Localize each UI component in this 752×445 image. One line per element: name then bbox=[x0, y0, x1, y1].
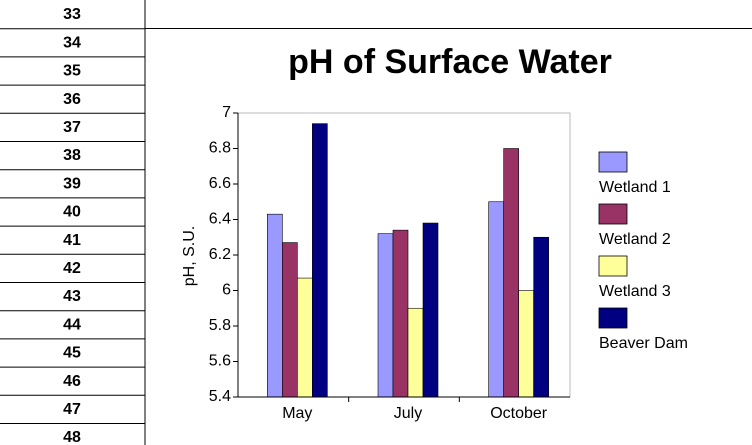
chart-title: pH of Surface Water bbox=[288, 43, 612, 81]
y-tick-label: 6.8 bbox=[209, 140, 231, 157]
y-tick-label: 6.6 bbox=[209, 175, 231, 192]
row-header: 35 bbox=[63, 63, 81, 80]
bar bbox=[267, 213, 283, 398]
bar bbox=[518, 290, 534, 398]
x-tick-label: October bbox=[490, 405, 548, 422]
legend-label: Wetland 2 bbox=[599, 231, 671, 248]
row-header: 37 bbox=[63, 119, 81, 136]
x-tick-label: July bbox=[394, 405, 422, 422]
row-header: 34 bbox=[63, 34, 81, 51]
row-header: 38 bbox=[63, 147, 81, 164]
row-header: 33 bbox=[63, 6, 81, 23]
bar bbox=[312, 123, 328, 398]
y-tick-label: 6.4 bbox=[209, 211, 231, 228]
row-header: 36 bbox=[63, 91, 81, 108]
legend-label: Wetland 1 bbox=[599, 179, 671, 196]
bar bbox=[503, 148, 519, 398]
bar bbox=[392, 229, 409, 398]
y-tick-label: 5.6 bbox=[209, 353, 231, 370]
y-tick-label: 6 bbox=[222, 282, 231, 299]
row-header: 42 bbox=[63, 260, 81, 277]
y-axis-label: pH, S.U. bbox=[181, 226, 198, 286]
legend-label: Beaver Dam bbox=[599, 335, 688, 352]
row-header: 41 bbox=[63, 232, 81, 249]
bar bbox=[282, 242, 298, 398]
legend-swatch bbox=[598, 307, 628, 329]
y-tick-label: 7 bbox=[222, 104, 231, 121]
legend-swatch bbox=[598, 203, 628, 225]
bar bbox=[422, 222, 439, 398]
bar bbox=[377, 233, 394, 398]
legend-swatch bbox=[598, 255, 628, 277]
row-header: 39 bbox=[63, 175, 81, 192]
x-tick-label: May bbox=[282, 405, 312, 422]
legend-swatch bbox=[598, 151, 628, 173]
row-header: 40 bbox=[63, 204, 81, 221]
row-header: 46 bbox=[63, 373, 81, 390]
row-header: 48 bbox=[63, 429, 81, 445]
bar bbox=[407, 307, 424, 398]
y-tick-label: 5.8 bbox=[209, 317, 231, 334]
bar bbox=[488, 201, 504, 398]
bar bbox=[533, 236, 549, 398]
y-tick-label: 5.4 bbox=[209, 388, 231, 405]
row-header: 44 bbox=[63, 316, 81, 333]
row-header: 47 bbox=[63, 401, 81, 418]
legend-label: Wetland 3 bbox=[599, 283, 671, 300]
bar bbox=[297, 277, 313, 398]
row-header: 43 bbox=[63, 288, 81, 305]
y-tick-label: 6.2 bbox=[209, 246, 231, 263]
row-header: 45 bbox=[63, 345, 81, 362]
